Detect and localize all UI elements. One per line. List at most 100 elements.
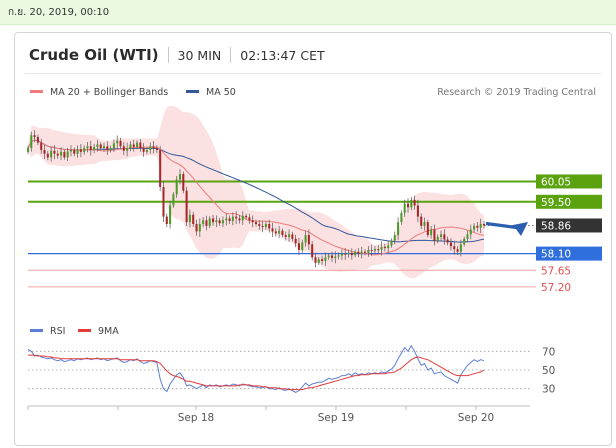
candle [354,249,357,258]
candle [208,216,211,229]
rsi-tick-label: 30 [542,384,555,396]
x-axis: Sep 18 Sep 19 Sep 20 [27,405,530,424]
ma9-legend-swatch [78,329,91,332]
candle [43,144,46,159]
candle [440,230,443,241]
candle [340,249,343,260]
candle [185,186,188,227]
candle [463,236,466,247]
candle [149,142,152,154]
time-label: 02:13:47 CET [240,47,325,63]
candle [317,256,320,266]
candle [321,255,324,265]
candle [294,234,297,248]
candle [93,143,96,154]
candle [165,213,168,228]
arrow-head [513,222,528,236]
candle [482,221,486,229]
candle [360,246,363,259]
ma20-legend-swatch [30,90,43,93]
level-labels: 60.05 59.50 58.86 58.10 57.65 57.20 [536,174,602,294]
candle [479,218,482,233]
candle [370,244,373,256]
candle [139,139,142,152]
rsi-series-rsi [27,344,485,393]
candle [254,219,258,227]
rsi-legend-label: RSI [50,326,65,337]
candle [50,146,53,162]
ma9-legend-label: 9MA [98,326,119,337]
candle [410,197,413,211]
candle [132,139,135,152]
header-divider [167,47,169,63]
level-value: 59.50 [541,197,571,209]
candle [60,147,63,161]
candle [274,228,277,237]
level-label-pivot: 58.10 [536,246,602,261]
candle [387,240,390,253]
candle [202,217,205,228]
candle [453,240,456,255]
candle [271,222,274,237]
x-tick-label: Sep 18 [178,412,215,424]
level-badge [536,246,602,261]
candle [393,231,396,245]
candle [473,223,476,233]
candle [155,145,158,153]
price-levels [28,180,536,288]
level-label-last: 58.86 [536,218,602,233]
interval-label[interactable]: 30 MIN [177,47,222,63]
candle [69,145,72,157]
level-value: 57.20 [541,282,571,294]
candle [291,231,294,242]
candle [40,138,43,154]
level-value: 57.65 [541,265,571,277]
level-label-resistance: 59.50 [536,194,602,209]
candle [79,144,82,158]
candle [400,210,403,225]
candle [30,131,33,152]
candle [109,145,112,153]
candle [380,241,383,256]
date-text: ก.ย. 20, 2019, 00:10 [8,7,110,18]
candle [367,245,370,257]
candle [205,215,208,231]
candle [53,145,56,160]
candle [268,219,271,233]
candle [169,200,172,229]
ma50-legend-swatch [186,90,199,93]
candle [221,216,224,228]
candle [26,145,30,155]
header-rule [25,73,601,74]
legend: MA 20 + Bollinger Bands MA 50 Research ©… [30,87,596,98]
chart-header: Crude Oil (WTI) 30 MIN 02:13:47 CET [29,45,325,65]
candle [36,134,39,146]
candle [251,215,254,228]
candle [261,220,264,233]
candle [175,176,178,198]
candle [145,147,148,155]
candle [215,215,218,228]
rsi-legend: RSI 9MA [30,326,119,337]
candle [102,142,106,152]
instrument-title: Crude Oil (WTI) [29,46,159,64]
candle [264,221,267,230]
candle [301,239,304,253]
candle [314,252,317,268]
candle [238,215,241,224]
candle [406,198,410,213]
x-tick-label: Sep 20 [458,412,495,424]
candle [33,130,36,142]
candle [373,246,376,254]
candle [136,140,139,150]
candle [334,251,337,264]
level-badge [536,218,602,233]
bollinger-band [28,105,484,279]
level-badge [536,174,602,189]
candle [456,245,459,255]
candle [112,139,115,153]
candle [83,145,86,155]
ma20-legend-label: MA 20 + Bollinger Bands [50,87,168,98]
candle [403,199,406,217]
candle [297,237,300,256]
